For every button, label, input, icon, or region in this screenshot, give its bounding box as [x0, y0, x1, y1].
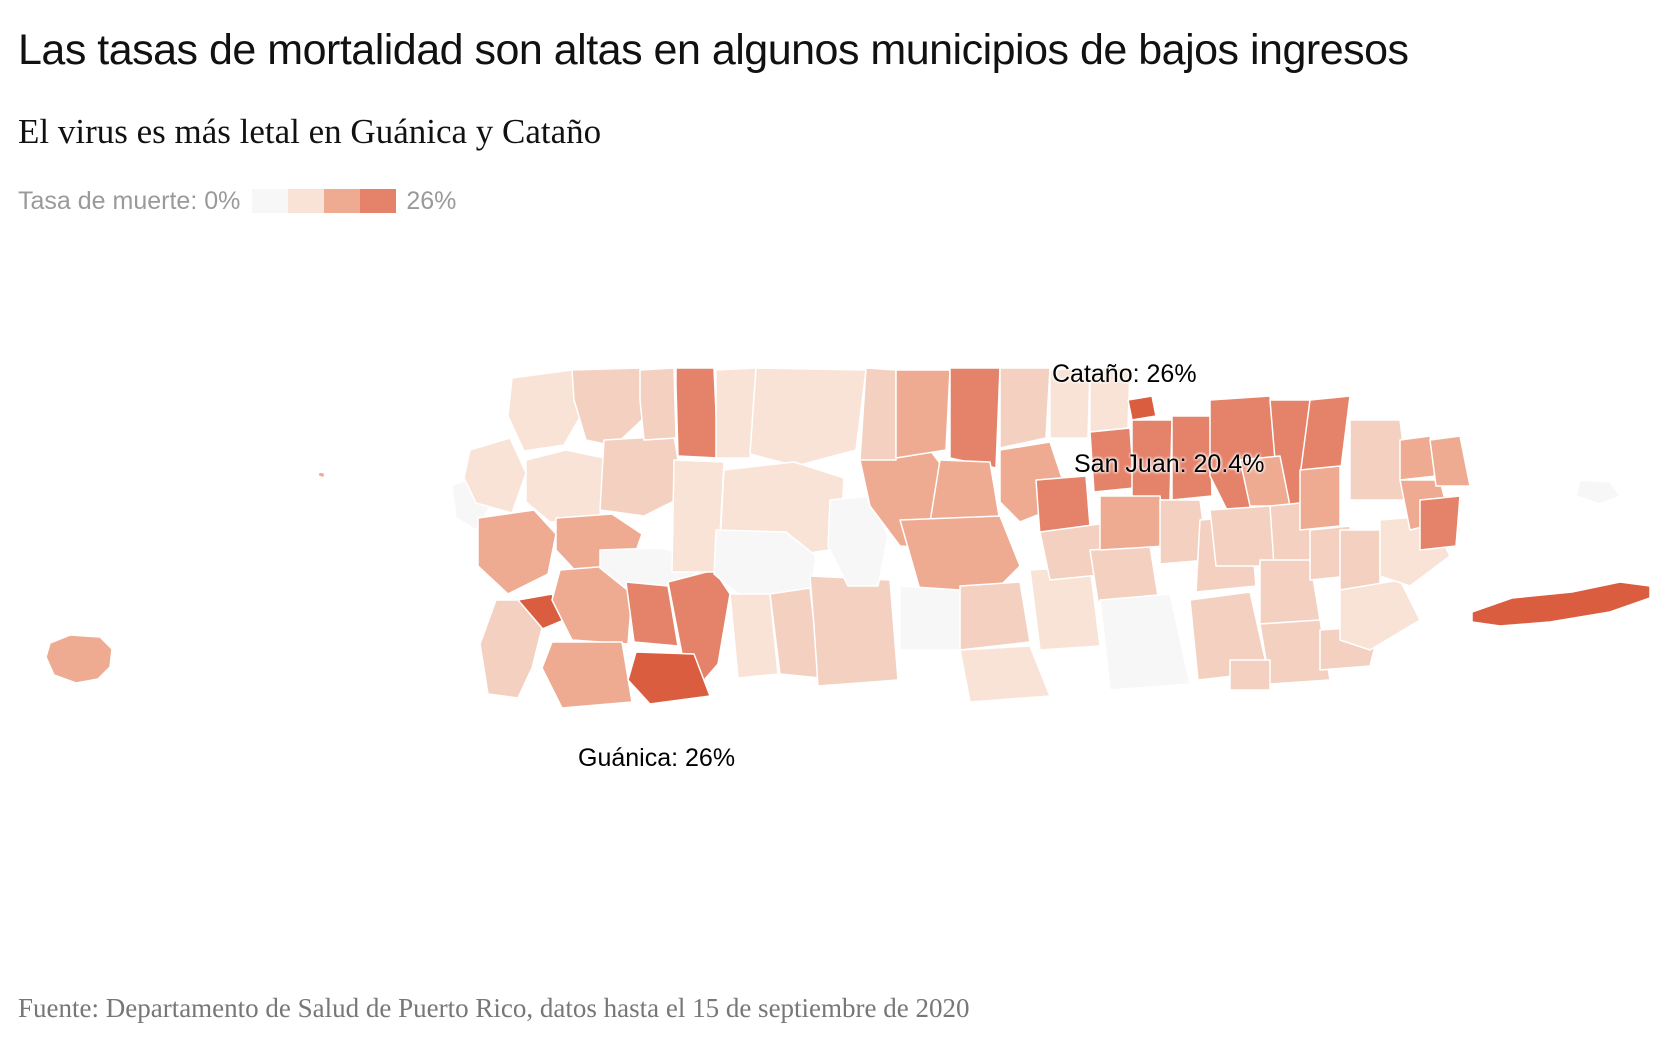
- municipality-comerio: [1099, 495, 1167, 551]
- municipality-guaynabo: [1171, 415, 1213, 501]
- color-legend: Tasa de muerte: 0% 26%: [18, 186, 456, 216]
- municipality-canovanas: [1299, 465, 1341, 531]
- annotation-catano: Cataño: 26%: [1052, 360, 1197, 388]
- municipality-isabela: [571, 367, 645, 447]
- municipality-arecibo: [749, 367, 867, 467]
- municipality-caguas: [1209, 505, 1277, 567]
- municipality-mayaguez: [477, 509, 557, 595]
- annotation-guanica: Guánica: 26%: [578, 744, 736, 772]
- legend-max-label: 26%: [406, 186, 457, 215]
- legend-swatch: [288, 189, 325, 213]
- municipality-map-svg: [45, 367, 1651, 709]
- municipality-quebradillas: [639, 367, 677, 441]
- legend-swatches: [252, 189, 397, 213]
- municipality-florida: [859, 367, 897, 461]
- municipality-camuy: [675, 367, 719, 459]
- municipality-lajas: [541, 641, 633, 709]
- mona-island: [45, 634, 113, 684]
- municipality-aibonito: [1089, 545, 1159, 603]
- municipality-moca: [525, 449, 605, 523]
- municipality-cabo-rojo: [479, 599, 543, 699]
- municipality-arroyo: [1229, 659, 1271, 691]
- municipality-hatillo: [715, 367, 757, 459]
- source-note: Fuente: Departamento de Salud de Puerto …: [18, 993, 970, 1023]
- municipality-orocovis: [899, 515, 1021, 597]
- municipality-sabana-grande: [625, 581, 679, 647]
- municipality-catano: [1127, 395, 1157, 421]
- municipality-guayanilla: [729, 593, 779, 679]
- annotation-san-juan: San Juan: 20.4%: [1074, 450, 1265, 478]
- municipality-fajardo: [1429, 435, 1471, 487]
- municipality-ponce: [809, 575, 899, 687]
- municipality-salinas: [1099, 593, 1191, 691]
- puerto-rico-map: Cataño: 26% San Juan: 20.4% Guánica: 26%: [0, 360, 1678, 820]
- desecheo-island: [317, 471, 326, 479]
- legend-swatch: [324, 189, 361, 213]
- municipality-san-sebastian: [599, 435, 685, 517]
- legend-min-label: Tasa de muerte: 0%: [18, 186, 241, 215]
- municipality-ceiba: [1419, 495, 1461, 551]
- vieques-island: [1471, 581, 1651, 627]
- map-title: Las tasas de mortalidad son altas en alg…: [18, 26, 1409, 74]
- municipality-barceloneta: [895, 369, 951, 459]
- municipality-santa-isabel: [959, 645, 1051, 703]
- map-subtitle: El virus es más letal en Guánica y Catañ…: [18, 112, 602, 151]
- municipality-guanica: [627, 651, 711, 705]
- legend-swatch: [252, 189, 289, 213]
- municipality-vega-alta: [1049, 367, 1091, 439]
- municipality-villalba: [959, 581, 1031, 651]
- culebra-island: [1575, 479, 1621, 505]
- legend-swatch: [360, 189, 397, 213]
- municipality-yabucoa: [1339, 579, 1421, 651]
- municipality-vega-baja: [999, 367, 1051, 449]
- municipality-las-piedras: [1339, 529, 1381, 591]
- municipality-manati: [949, 367, 1001, 469]
